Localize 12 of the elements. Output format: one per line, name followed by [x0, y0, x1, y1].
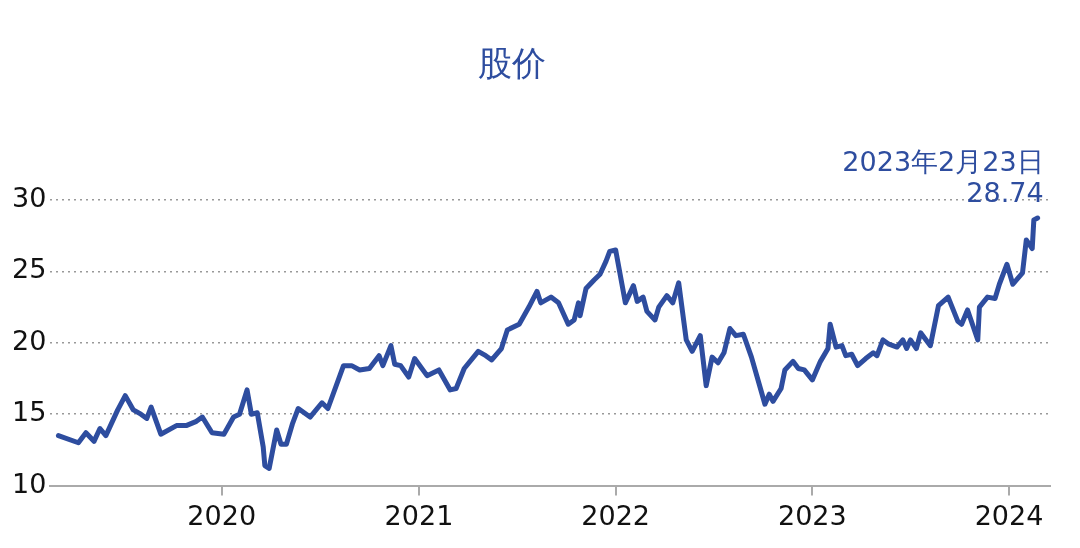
chart-title: 股价 — [478, 42, 546, 85]
x-tick-label: 2023 — [777, 499, 847, 531]
y-tick-label: 30 — [12, 182, 47, 214]
x-tick-label: 2021 — [384, 499, 454, 531]
x-tick-label: 2022 — [581, 499, 651, 531]
x-tick-label: 2020 — [187, 499, 257, 531]
x-tick-label: 2024 — [974, 499, 1044, 531]
y-tick-label: 15 — [12, 396, 47, 428]
y-tick-label: 25 — [12, 253, 47, 285]
y-tick-label: 20 — [12, 324, 47, 356]
annotation: 2023年2月23日 28.74 — [842, 145, 1044, 208]
y-tick-label: 10 — [12, 467, 47, 499]
